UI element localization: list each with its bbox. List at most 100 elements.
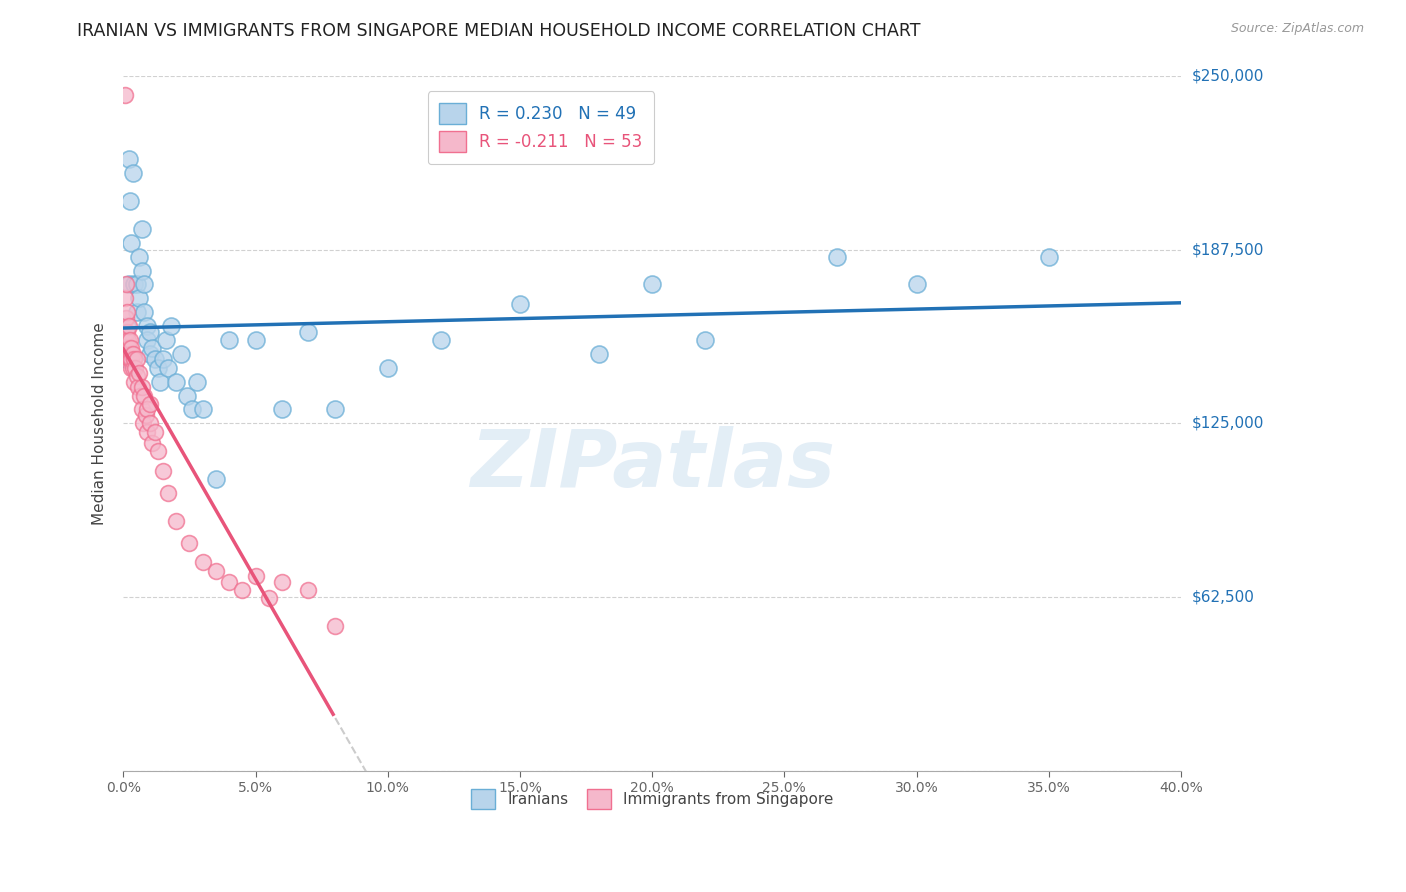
Point (121, 347, 143, 361)
Point (245, 333, 267, 347)
Point (124, 360, 146, 375)
Point (165, 514, 187, 528)
Point (115, 333, 138, 347)
Point (1038, 250, 1060, 264)
Text: ZIPatlas: ZIPatlas (470, 426, 835, 504)
Point (135, 408, 157, 422)
Point (509, 297, 531, 311)
Point (125, 305, 148, 319)
Point (149, 375, 172, 389)
Point (271, 574, 294, 589)
Point (120, 360, 142, 375)
Point (122, 352, 145, 367)
Point (231, 583, 253, 598)
Point (131, 402, 153, 417)
Point (165, 375, 187, 389)
Point (146, 360, 169, 375)
Point (118, 194, 141, 208)
Point (297, 325, 319, 339)
Text: $62,500: $62,500 (1192, 590, 1256, 605)
Point (323, 402, 346, 417)
Point (134, 305, 156, 319)
Point (125, 277, 148, 292)
Point (905, 277, 928, 292)
Point (125, 369, 148, 384)
Point (136, 333, 159, 347)
Text: IRANIAN VS IMMIGRANTS FROM SINGAPORE MEDIAN HOUSEHOLD INCOME CORRELATION CHART: IRANIAN VS IMMIGRANTS FROM SINGAPORE MED… (77, 22, 921, 40)
Point (191, 402, 214, 417)
Point (127, 380, 149, 394)
Point (117, 319, 139, 334)
Point (152, 352, 174, 367)
Point (117, 153, 139, 167)
Point (136, 425, 159, 439)
Point (141, 435, 163, 450)
Point (157, 485, 180, 500)
Point (160, 319, 183, 334)
Point (114, 88, 136, 103)
Point (115, 352, 138, 367)
Point (218, 333, 240, 347)
Point (134, 388, 156, 402)
Point (128, 291, 150, 305)
Point (152, 464, 174, 478)
Point (114, 333, 136, 347)
Point (139, 417, 162, 431)
Point (186, 375, 208, 389)
Point (139, 397, 162, 411)
Point (129, 388, 152, 402)
Point (122, 277, 145, 292)
Point (176, 388, 198, 402)
Point (157, 360, 180, 375)
Point (117, 333, 139, 347)
Point (118, 342, 141, 356)
Point (143, 352, 166, 367)
Point (117, 305, 139, 319)
Point (115, 310, 138, 325)
Legend: Iranians, Immigrants from Singapore: Iranians, Immigrants from Singapore (464, 783, 839, 815)
Point (121, 360, 143, 375)
Point (120, 347, 142, 361)
Point (179, 536, 201, 550)
Text: $125,000: $125,000 (1192, 416, 1264, 431)
Point (131, 222, 153, 236)
Point (117, 352, 139, 367)
Point (117, 319, 139, 334)
Point (120, 235, 142, 250)
Point (121, 166, 143, 180)
Point (139, 325, 162, 339)
Point (297, 583, 319, 598)
Point (128, 250, 150, 264)
Point (191, 555, 214, 569)
Point (218, 574, 240, 589)
Point (205, 472, 228, 486)
Point (143, 425, 166, 439)
Point (693, 333, 716, 347)
Point (641, 277, 664, 292)
Point (205, 564, 228, 578)
Point (114, 291, 136, 305)
Point (115, 277, 138, 292)
Point (139, 347, 162, 361)
Point (131, 380, 153, 394)
Point (271, 402, 294, 417)
Point (825, 250, 848, 264)
Point (122, 375, 145, 389)
Point (117, 277, 139, 292)
Point (118, 333, 141, 347)
Point (141, 342, 163, 356)
Point (146, 444, 169, 458)
Point (131, 263, 153, 277)
Point (128, 367, 150, 381)
Text: $250,000: $250,000 (1192, 69, 1264, 84)
Point (257, 591, 280, 606)
Point (134, 277, 156, 292)
Point (377, 360, 399, 375)
Point (588, 347, 610, 361)
Point (132, 417, 155, 431)
Point (118, 352, 141, 367)
Point (323, 619, 346, 633)
Point (429, 333, 451, 347)
Point (125, 352, 148, 367)
Point (136, 319, 159, 334)
